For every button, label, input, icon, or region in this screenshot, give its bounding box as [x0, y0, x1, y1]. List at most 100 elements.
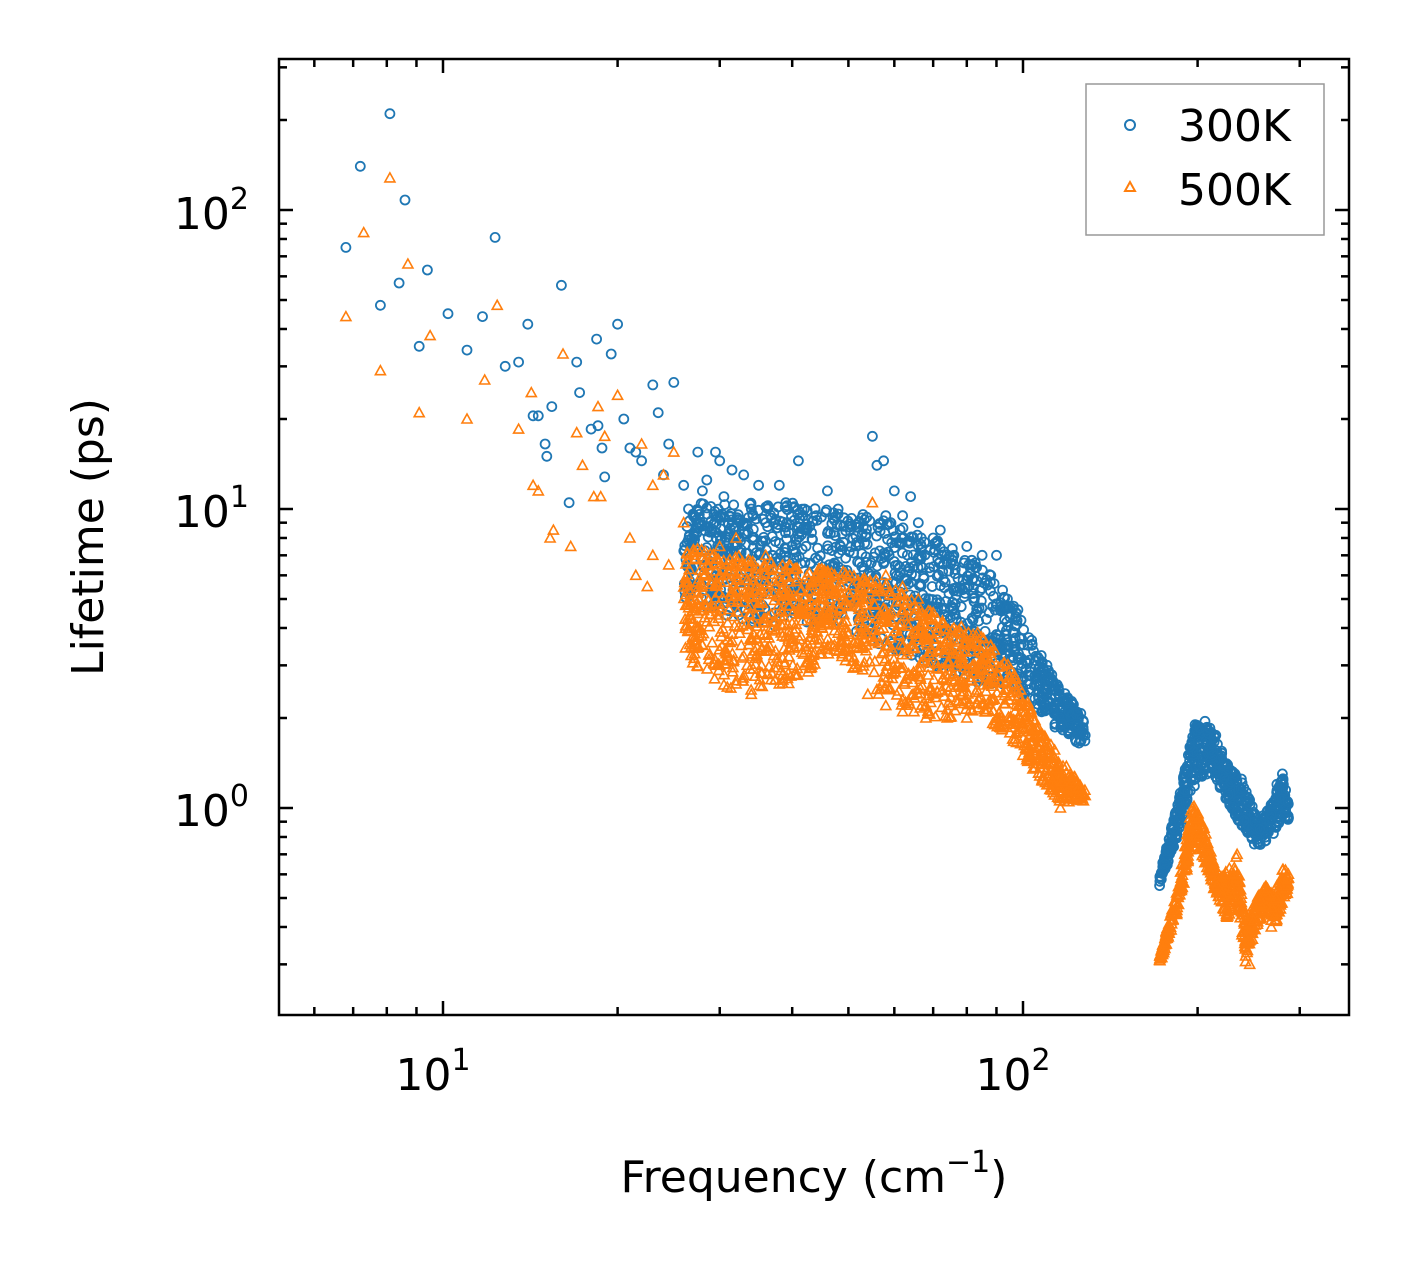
point-300k [934, 524, 946, 536]
point-300k [782, 504, 793, 516]
point-300k [1254, 823, 1266, 835]
point-500k [1219, 865, 1233, 877]
point-500k [1180, 827, 1194, 839]
point-500k [1186, 801, 1199, 813]
point-500k [684, 648, 698, 661]
point-500k [1189, 842, 1202, 855]
point-500k [1060, 785, 1073, 797]
point-500k [1045, 783, 1058, 795]
point-300k [918, 570, 929, 582]
point-500k [785, 568, 799, 581]
point-500k [804, 575, 818, 588]
point-500k [995, 659, 1009, 671]
point-300k [968, 596, 980, 607]
point-500k [759, 548, 773, 561]
point-300k [585, 423, 597, 435]
point-500k [879, 568, 893, 581]
point-500k [684, 612, 698, 624]
y-tick-label-100: 102 [174, 182, 249, 240]
point-500k [817, 592, 831, 605]
point-300k [574, 387, 585, 399]
point-500k [901, 619, 915, 632]
point-500k [1210, 878, 1224, 891]
point-500k [879, 698, 893, 711]
point-500k [952, 674, 965, 687]
point-500k [736, 671, 750, 683]
point-500k [984, 644, 997, 656]
point-500k [682, 621, 695, 633]
point-500k [713, 539, 727, 552]
point-500k [802, 566, 816, 578]
point-500k [821, 642, 834, 654]
point-300k [912, 517, 924, 529]
point-300k [563, 497, 575, 509]
point-500k [1164, 920, 1177, 933]
point-300k [996, 621, 1008, 633]
point-300k [799, 557, 811, 568]
point-300k [421, 264, 433, 276]
point-500k [1056, 759, 1070, 771]
point-500k [383, 171, 397, 183]
point-500k [725, 627, 739, 640]
point-500k [698, 611, 712, 623]
point-500k [1010, 715, 1023, 727]
point-500k [720, 680, 734, 692]
point-500k [807, 613, 820, 625]
point-500k [1243, 957, 1257, 970]
point-500k [696, 579, 709, 592]
point-500k [691, 659, 705, 672]
point-500k [900, 603, 914, 616]
point-300k [697, 485, 708, 497]
point-500k [1022, 740, 1036, 753]
point-300k [791, 534, 802, 546]
point-500k [729, 677, 743, 689]
point-500k [1070, 788, 1084, 801]
point-500k [835, 647, 849, 659]
point-500k [729, 531, 743, 543]
point-300k [1277, 768, 1288, 780]
point-300k [969, 557, 981, 569]
point-300k [915, 580, 927, 592]
point-500k [1078, 788, 1092, 801]
point-500k [978, 705, 992, 717]
point-500k [791, 571, 804, 584]
point-300k [927, 532, 939, 544]
point-300k [596, 442, 608, 454]
point-300k [832, 508, 844, 520]
point-300k [710, 527, 722, 538]
point-300k [599, 471, 611, 483]
point-500k [855, 628, 868, 640]
point-300k [792, 503, 804, 515]
point-500k [478, 373, 492, 385]
point-500k [843, 590, 856, 602]
point-500k [987, 692, 1001, 705]
point-300k [1216, 745, 1227, 757]
point-500k [764, 620, 778, 633]
point-300k [1070, 736, 1082, 748]
point-300k [879, 528, 891, 539]
y-tick-label-1: 100 [174, 779, 249, 837]
point-300k [936, 603, 947, 615]
point-300k [668, 376, 680, 388]
point-500k [951, 635, 965, 647]
point-500k [970, 697, 984, 709]
point-300k [740, 517, 751, 529]
point-500k [836, 564, 850, 577]
point-300k [1276, 793, 1288, 805]
point-500k [944, 690, 958, 703]
point-500k [662, 558, 676, 570]
point-500k [847, 660, 861, 672]
point-500k [915, 606, 929, 618]
point-500k [959, 635, 972, 647]
point-300k [571, 356, 583, 368]
point-300k [878, 455, 889, 467]
point-300k [861, 511, 873, 523]
point-500k [844, 599, 857, 612]
point-500k [776, 651, 790, 663]
point-500k [688, 630, 702, 642]
point-500k [726, 660, 740, 673]
point-300k [976, 549, 988, 561]
point-500k [775, 574, 789, 587]
point-300k [1008, 644, 1020, 656]
point-500k [820, 600, 833, 612]
